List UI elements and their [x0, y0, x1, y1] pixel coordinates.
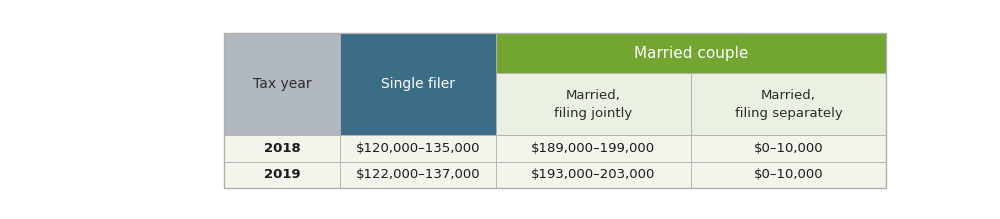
FancyBboxPatch shape — [224, 33, 340, 135]
Text: $122,000–137,000: $122,000–137,000 — [355, 168, 480, 182]
FancyBboxPatch shape — [496, 73, 691, 135]
FancyBboxPatch shape — [691, 73, 886, 135]
Text: 2018: 2018 — [264, 142, 300, 155]
FancyBboxPatch shape — [224, 135, 340, 162]
Text: 2019: 2019 — [264, 168, 300, 182]
Text: Married,
filing separately: Married, filing separately — [735, 89, 842, 120]
Text: $193,000–203,000: $193,000–203,000 — [531, 168, 655, 182]
FancyBboxPatch shape — [340, 162, 496, 188]
Text: $189,000–199,000: $189,000–199,000 — [531, 142, 655, 155]
Text: $0–10,000: $0–10,000 — [754, 168, 823, 182]
FancyBboxPatch shape — [224, 162, 340, 188]
FancyBboxPatch shape — [340, 33, 496, 135]
Text: Single filer: Single filer — [381, 77, 455, 91]
FancyBboxPatch shape — [496, 33, 886, 73]
Text: $0–10,000: $0–10,000 — [754, 142, 823, 155]
Text: Tax year: Tax year — [253, 77, 311, 91]
FancyBboxPatch shape — [691, 162, 886, 188]
FancyBboxPatch shape — [691, 135, 886, 162]
Text: Married couple: Married couple — [634, 46, 748, 61]
Text: $120,000–135,000: $120,000–135,000 — [356, 142, 480, 155]
FancyBboxPatch shape — [496, 135, 691, 162]
Text: Married,
filing jointly: Married, filing jointly — [554, 89, 632, 120]
FancyBboxPatch shape — [496, 162, 691, 188]
FancyBboxPatch shape — [340, 135, 496, 162]
